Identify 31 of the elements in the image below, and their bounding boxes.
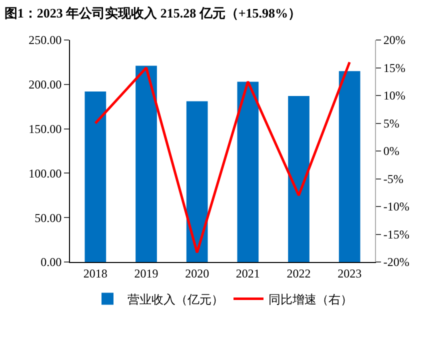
y-tick-label: 100.00 [28,166,62,180]
y-tick-label: 250.00 [28,33,62,48]
y2-tick-label: 15% [383,60,406,75]
x-tick-label: 2019 [134,266,158,280]
chart-title: 图1：2023 年公司实现收入 215.28 亿元（+15.98%） [4,6,302,21]
bar [338,71,360,262]
bar [84,92,106,262]
y2-tick-label: 5% [383,116,400,130]
bar [186,101,208,262]
bar [237,82,259,262]
legend-label: 营业收入（亿元） [128,292,224,306]
y2-tick-label: -10% [383,200,410,214]
legend-label: 同比增速（右） [268,292,352,306]
x-tick-label: 2021 [236,266,260,280]
x-tick-label: 2020 [185,266,210,280]
bar [288,96,310,262]
line-series [94,60,351,254]
x-tick-label: 2018 [83,266,108,280]
y-tick-label: 50.00 [34,210,62,225]
y2-tick-label: 0% [383,144,400,158]
x-tick-label: 2023 [338,266,362,280]
y-tick-label: 150.00 [28,122,62,136]
bar [136,66,157,262]
y2-tick-label: 10% [383,88,406,103]
y2-tick-label: -20% [383,255,410,270]
y2-tick-label: -5% [383,172,404,186]
y2-tick-label: -15% [383,227,410,242]
y2-tick-label: 20% [383,33,406,48]
y-tick-label: 0.00 [40,255,62,270]
x-tick-label: 2022 [286,266,311,280]
y-tick-label: 200.00 [28,78,62,92]
